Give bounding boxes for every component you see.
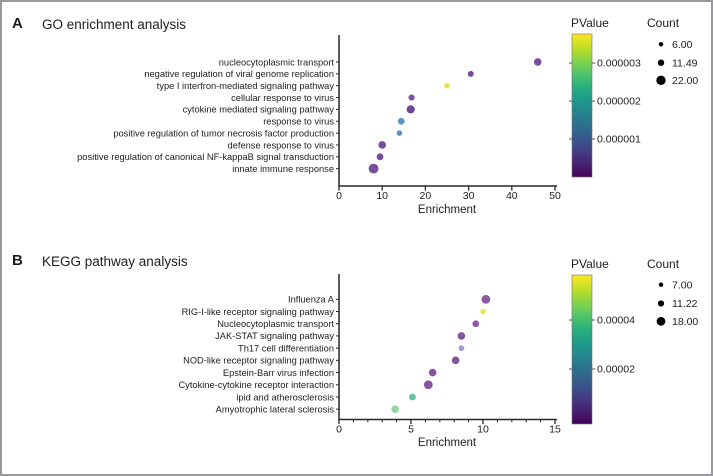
count-legend-dot xyxy=(658,282,664,287)
category-label: Cytokine-cytokine receptor interaction xyxy=(178,380,334,390)
count-legend-label: 11.49 xyxy=(672,57,698,69)
x-axis-tick-label: 0 xyxy=(336,190,342,202)
count-legend-dot xyxy=(656,316,666,326)
category-label: Nucleocytoplasmic transport xyxy=(217,319,334,329)
category-label: Epstein-Barr virus infection xyxy=(223,368,334,378)
category-label: JAK-STAT signaling pathway xyxy=(215,331,334,341)
count-legend-dot xyxy=(656,75,666,86)
data-point xyxy=(480,308,486,315)
x-axis-tick-label: 10 xyxy=(376,190,388,202)
panel-a-plot: 0 10 20 30 40 50 nucleocytoplasmic transport ne… xyxy=(77,33,698,202)
category-label: response to virus xyxy=(263,117,334,127)
category-label: Amyotrophic lateral sclerosis xyxy=(216,404,335,414)
x-axis-tick-label: 20 xyxy=(420,190,432,202)
data-point xyxy=(481,294,491,304)
panel-b-title: KEGG pathway analysis xyxy=(42,254,188,269)
category-label: positive regulation of tumor necrosis fa… xyxy=(113,128,334,138)
data-point xyxy=(408,94,415,101)
panel-a-title: GO enrichment analysis xyxy=(42,17,187,32)
panel-b-pvalue-legend-title: PValue xyxy=(571,257,609,271)
count-legend-label: 22.00 xyxy=(672,75,698,87)
panel-a-xaxis-title: Enrichment xyxy=(417,204,477,216)
category-label: type I interfron-mediated signaling path… xyxy=(157,81,335,91)
panel-b-letter: B xyxy=(12,252,23,269)
pvalue-colorbar xyxy=(571,33,593,178)
x-axis-tick-label: 30 xyxy=(463,190,475,202)
data-point xyxy=(397,117,405,125)
category-label: nucleocytoplasmic transport xyxy=(219,57,335,67)
category-label: negative regulation of viral genome repl… xyxy=(144,69,334,79)
category-label: positive regulation of canonical NF-kapp… xyxy=(77,152,334,162)
x-axis-tick-label: 0 xyxy=(336,424,342,436)
data-point xyxy=(423,380,433,390)
data-point xyxy=(406,105,415,114)
data-point xyxy=(396,130,403,136)
data-point xyxy=(458,345,465,352)
data-point xyxy=(457,332,466,340)
data-point xyxy=(444,82,450,89)
category-label: Th17 cell differentiation xyxy=(238,343,334,353)
x-axis-tick-label: 40 xyxy=(506,190,518,202)
category-label: innate immune response xyxy=(232,164,334,174)
data-point xyxy=(428,368,437,377)
category-label: defense response to virus xyxy=(228,140,335,150)
count-legend-label: 6.00 xyxy=(672,39,693,51)
data-point xyxy=(376,153,384,161)
category-label: RIG-I-like receptor signaling pathway xyxy=(182,307,335,317)
count-legend-dot xyxy=(657,59,665,66)
count-legend-label: 18.00 xyxy=(672,316,698,328)
colorbar-tick-label: 0.000001 xyxy=(597,134,641,146)
pvalue-colorbar xyxy=(571,274,593,425)
data-point xyxy=(533,58,542,66)
category-label: Influenza A xyxy=(288,295,335,305)
category-label: ipid and atherosclerosis xyxy=(236,392,334,402)
data-point xyxy=(467,70,474,77)
x-axis-tick-label: 50 xyxy=(549,190,561,202)
colorbar-tick-label: 0.000002 xyxy=(597,96,641,108)
category-label: cellular response to virus xyxy=(231,93,334,103)
count-legend-label: 11.22 xyxy=(672,298,698,310)
data-point xyxy=(409,393,416,401)
count-legend-dot xyxy=(658,42,664,47)
panel-b-xaxis-title: Enrichment xyxy=(417,437,477,449)
category-label: cytokine mediated signaling pathway xyxy=(183,105,335,115)
count-legend-label: 7.00 xyxy=(672,279,693,291)
data-point xyxy=(378,141,387,149)
panel-a-count-legend-title: Count xyxy=(647,16,680,30)
panel-a-letter: A xyxy=(12,15,23,32)
data-point xyxy=(472,320,480,328)
data-point xyxy=(368,163,379,174)
panel-b-count-legend-title: Count xyxy=(647,257,680,271)
data-point xyxy=(391,405,399,413)
count-legend-dot xyxy=(657,300,665,307)
data-point xyxy=(451,356,460,365)
colorbar-tick-label: 0.000003 xyxy=(597,58,641,70)
colorbar-tick-label: 0.00004 xyxy=(597,315,635,327)
x-axis-tick-label: 15 xyxy=(549,424,561,436)
x-axis-tick-label: 5 xyxy=(408,424,414,436)
x-axis-tick-label: 10 xyxy=(477,424,489,436)
category-label: NOD-like receptor signaling pathway xyxy=(183,356,334,366)
colorbar-tick-label: 0.00002 xyxy=(597,364,635,376)
panel-a-pvalue-legend-title: PValue xyxy=(571,16,609,30)
panel-b-plot: 0 5 10 15 Influenza A RIG-I-like receptor sig… xyxy=(178,274,698,436)
